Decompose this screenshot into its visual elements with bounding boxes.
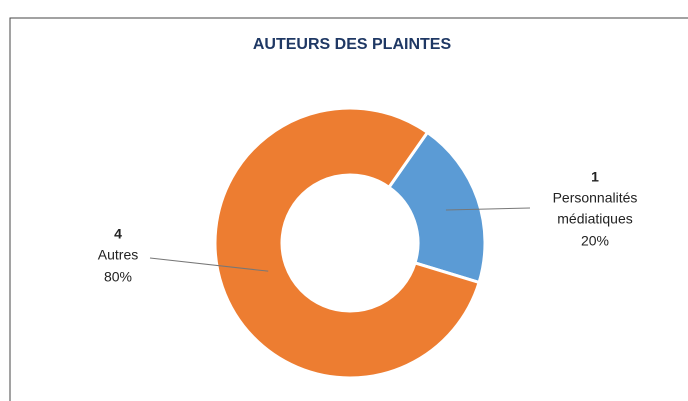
value-label: 1 [591, 169, 599, 185]
percentage-label: 20% [581, 233, 609, 249]
category-label: médiatiques [557, 211, 633, 227]
leader-line [445, 207, 531, 211]
category-label: Autres [98, 247, 138, 263]
chart-title: AUTEURS DES PLAINTES [253, 36, 452, 53]
donut-slice [386, 130, 487, 285]
value-label: 4 [114, 226, 122, 242]
leader-line [149, 257, 269, 272]
chart-frame [9, 17, 688, 401]
donut-slice [213, 106, 481, 380]
percentage-label: 80% [104, 269, 132, 285]
category-label: Personnalités [553, 190, 638, 206]
